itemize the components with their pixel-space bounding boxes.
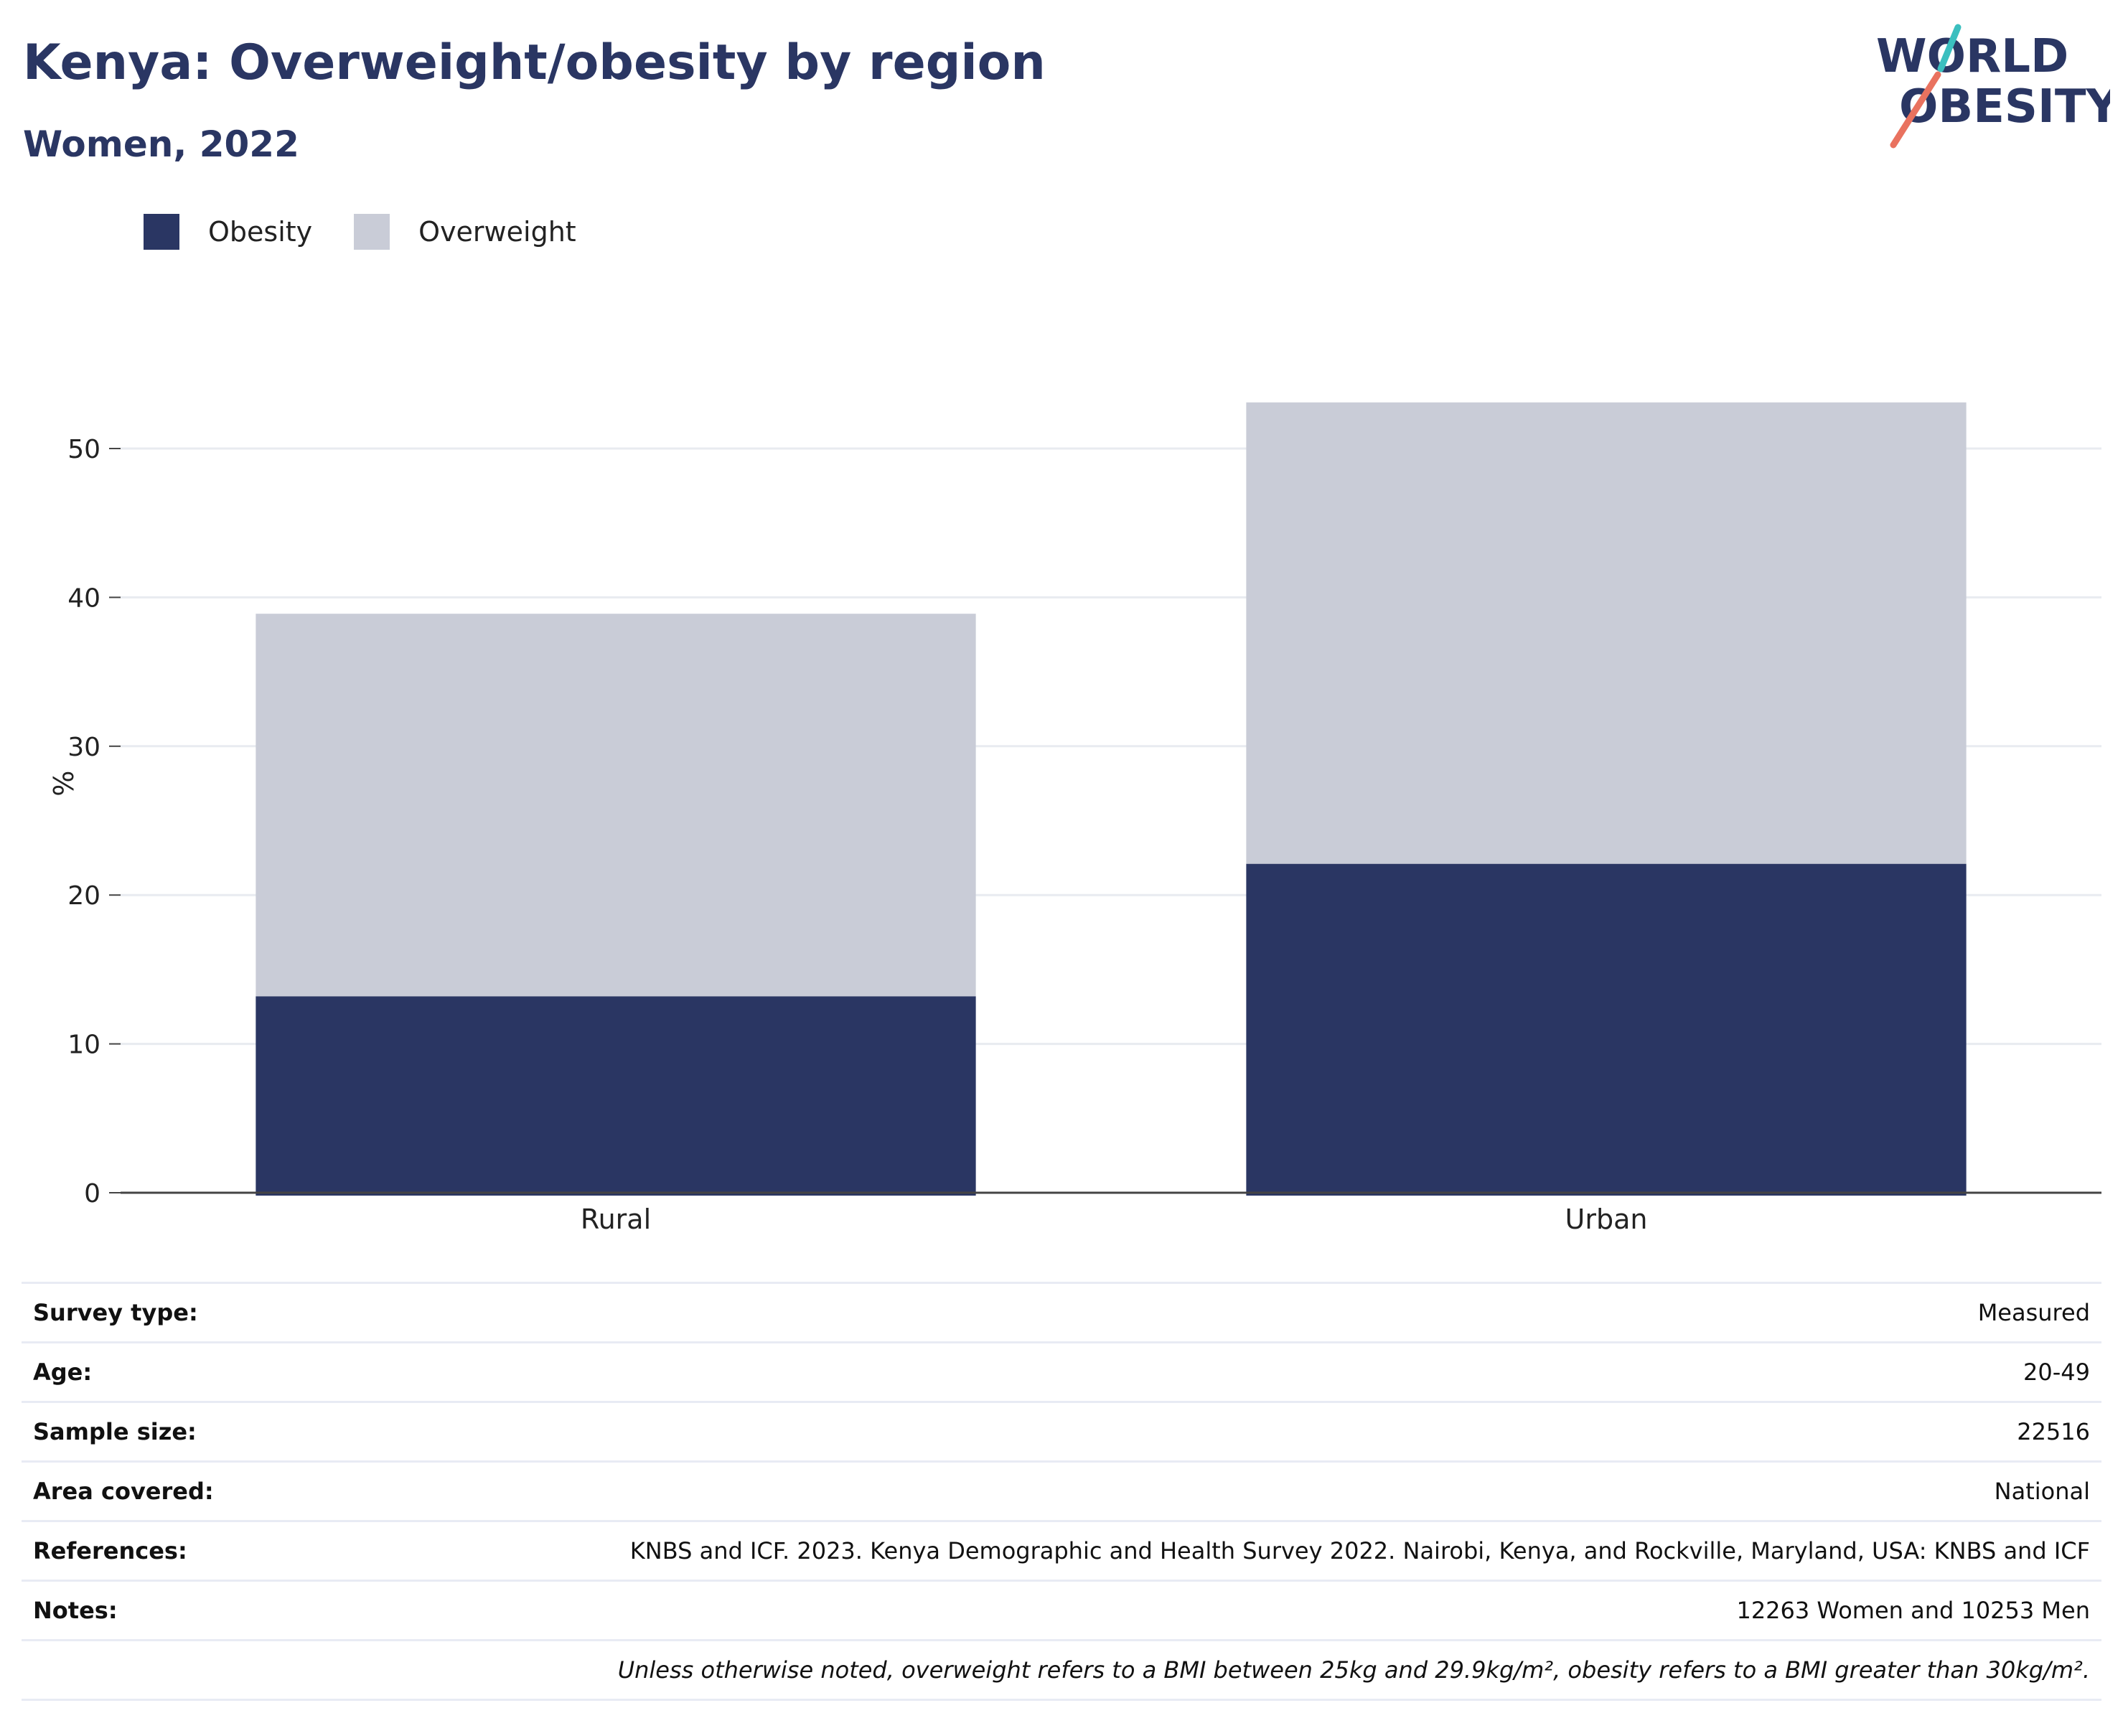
info-key: References: — [33, 1537, 187, 1564]
chart-legend: Obesity Overweight — [144, 212, 618, 251]
info-key: Sample size: — [33, 1418, 197, 1445]
y-axis-label: % — [47, 771, 78, 797]
y-tick-label: 10 — [67, 1031, 100, 1060]
info-value: 12263 Women and 10253 Men — [1736, 1597, 2090, 1624]
info-row: Survey type: Measured — [22, 1282, 2101, 1343]
info-value: Measured — [1977, 1299, 2090, 1326]
chart-title: Kenya: Overweight/obesity by region — [23, 34, 1046, 91]
legend-item-overweight[interactable]: Overweight — [354, 214, 576, 250]
info-value: KNBS and ICF. 2023. Kenya Demographic an… — [629, 1537, 2090, 1564]
footnote-row: Unless otherwise noted, overweight refer… — [22, 1640, 2101, 1700]
info-value: 22516 — [2017, 1418, 2090, 1445]
info-key: Area covered: — [33, 1478, 214, 1505]
logo-word-world: WORLD — [1876, 30, 2068, 83]
logo-slash-teal — [1937, 24, 1962, 72]
info-key: Notes: — [33, 1597, 118, 1624]
info-value: National — [1994, 1478, 2090, 1505]
legend-label-obesity: Obesity — [208, 216, 313, 248]
y-tick-label: 40 — [67, 583, 100, 613]
bar-obesity-rural[interactable] — [256, 996, 976, 1196]
info-row: References: KNBS and ICF. 2023. Kenya Dem… — [22, 1521, 2101, 1581]
x-tick-label: Rural — [581, 1204, 651, 1235]
legend-label-overweight: Overweight — [418, 216, 576, 248]
logo-word-obesity: OBESITY — [1899, 80, 2110, 133]
info-row: Sample size: 22516 — [22, 1402, 2101, 1462]
info-value: 20-49 — [2023, 1359, 2090, 1386]
y-tick-label: 50 — [67, 435, 100, 464]
info-key: Survey type: — [33, 1299, 198, 1326]
info-row: Notes: 12263 Women and 10253 Men — [22, 1580, 2101, 1641]
legend-swatch-obesity — [144, 214, 179, 250]
y-tick-label: 20 — [67, 881, 100, 911]
legend-swatch-overweight — [354, 214, 390, 250]
chart-subtitle: Women, 2022 — [23, 123, 299, 165]
info-row: Age: 20-49 — [22, 1342, 2101, 1402]
y-tick-label: 0 — [84, 1179, 100, 1209]
survey-info-table: Survey type: Measured Age: 20-49 Sample size… — [22, 1282, 2101, 1701]
info-row: Area covered: National — [22, 1461, 2101, 1521]
y-tick-label: 30 — [67, 733, 100, 762]
bar-overweight-urban[interactable] — [1246, 402, 1967, 864]
definition-footnote: Unless otherwise noted, overweight refer… — [617, 1656, 2090, 1684]
world-obesity-logo: WORLD OBESITY — [1876, 24, 2110, 149]
info-key: Age: — [33, 1359, 93, 1386]
x-tick-label: Urban — [1565, 1204, 1648, 1235]
bar-obesity-urban[interactable] — [1246, 863, 1967, 1196]
legend-item-obesity[interactable]: Obesity — [144, 214, 312, 250]
bar-overweight-rural[interactable] — [256, 614, 976, 997]
stacked-bar-chart: 0 10 20 30 40 50% Rural Urban — [47, 402, 2101, 1235]
logo-slash-coral — [1890, 71, 1941, 149]
